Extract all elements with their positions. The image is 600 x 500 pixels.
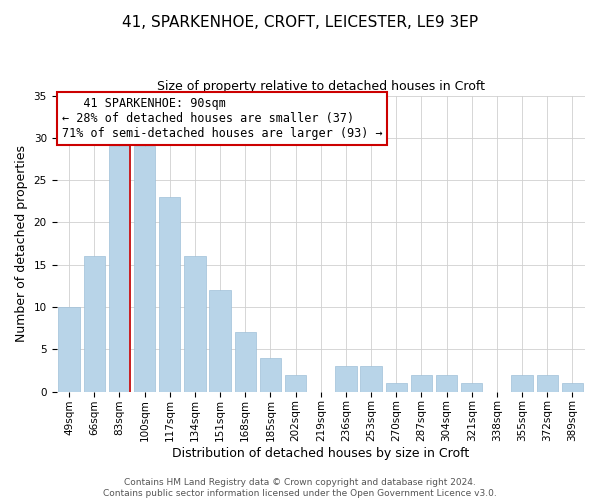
Bar [361, 366, 382, 392]
Y-axis label: Number of detached properties: Number of detached properties [15, 145, 28, 342]
Bar [562, 383, 583, 392]
Bar [184, 256, 206, 392]
Bar [134, 146, 155, 392]
Bar [109, 146, 130, 392]
Bar [511, 375, 533, 392]
Bar [260, 358, 281, 392]
Text: Contains HM Land Registry data © Crown copyright and database right 2024.
Contai: Contains HM Land Registry data © Crown c… [103, 478, 497, 498]
Text: 41, SPARKENHOE, CROFT, LEICESTER, LE9 3EP: 41, SPARKENHOE, CROFT, LEICESTER, LE9 3E… [122, 15, 478, 30]
Bar [58, 307, 80, 392]
Bar [159, 197, 181, 392]
Bar [285, 375, 306, 392]
Title: Size of property relative to detached houses in Croft: Size of property relative to detached ho… [157, 80, 485, 93]
Bar [536, 375, 558, 392]
Bar [436, 375, 457, 392]
Bar [461, 383, 482, 392]
Bar [83, 256, 105, 392]
X-axis label: Distribution of detached houses by size in Croft: Distribution of detached houses by size … [172, 447, 469, 460]
Bar [235, 332, 256, 392]
Text: 41 SPARKENHOE: 90sqm   
← 28% of detached houses are smaller (37)
71% of semi-de: 41 SPARKENHOE: 90sqm ← 28% of detached h… [62, 97, 382, 140]
Bar [411, 375, 432, 392]
Bar [386, 383, 407, 392]
Bar [209, 290, 231, 392]
Bar [335, 366, 356, 392]
